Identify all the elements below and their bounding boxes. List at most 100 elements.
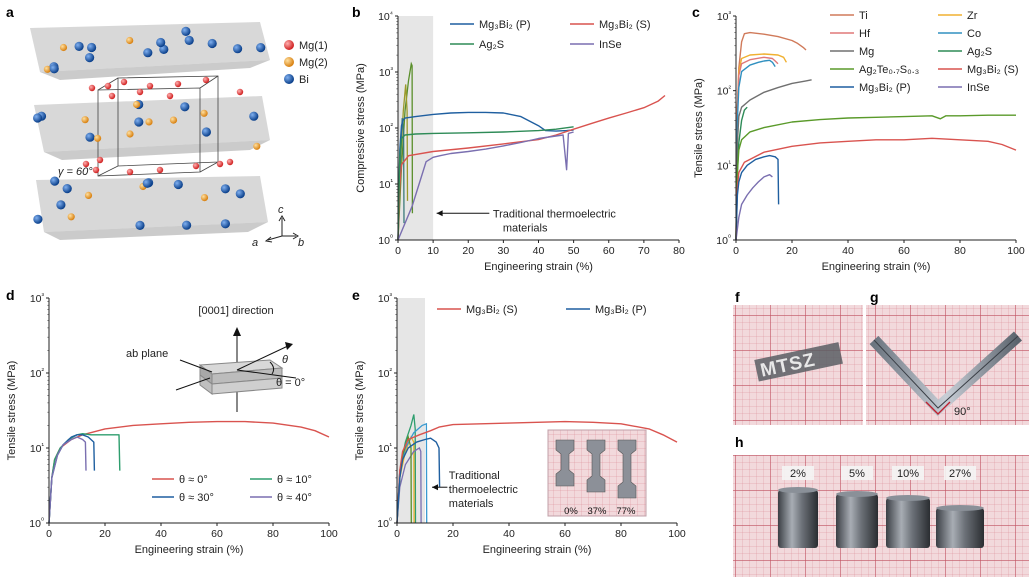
panel-b-label: b [352,4,361,20]
series-line [735,53,788,241]
atom-legend: Mg(1) Mg(2) Bi [284,40,328,86]
x-tick-label: 0 [395,245,401,257]
atom [49,64,59,74]
inset-strain-label: 77% [616,506,636,517]
atom [96,156,104,164]
atom [220,184,230,194]
atom [156,37,166,48]
atom [201,127,211,137]
x-tick-label: 40 [533,245,545,257]
strain-label-0: 2% [790,468,806,480]
legend-label: θ ≈ 0° [179,474,208,486]
chart-d: d 0 20 40 60 80 100 10⁰ 10¹ 10² 10³ Engineering str… [6,287,338,556]
atom [256,43,266,53]
legend-bi: Bi [299,74,309,86]
x-tick-label: 50 [568,245,580,257]
series-line [735,173,773,241]
panel-c-label: c [692,4,700,20]
series-line [48,436,87,524]
x-tick-label: 100 [320,528,338,540]
series-line [735,154,780,241]
axis-c-label: c [278,204,284,216]
legend-label: θ ≈ 10° [277,474,312,486]
y-tick-label: 10⁰ [29,516,44,530]
x-tick-label: 60 [211,528,223,540]
y-tick-label: 10³ [30,291,45,305]
atom [133,100,141,109]
x-tick-label: 40 [503,528,515,540]
legend-label: Mg₃Bi₂ (P) [479,19,531,31]
atom [202,76,210,84]
atom [192,162,200,170]
annotation-text-2: thermoelectric [449,484,519,496]
atom [126,130,134,138]
x-tick-label: 30 [498,245,510,257]
atom [81,116,89,124]
x-axis-label: Engineering strain (%) [135,544,244,556]
y-tick-label: 10¹ [30,441,45,455]
y-axis-label: Compressive stress (MPa) [355,63,367,193]
y-tick-label: 10³ [717,9,732,23]
x-tick-label: 20 [99,528,111,540]
legend-mg2: Mg(2) [299,57,328,69]
panel-d-label: d [6,287,15,303]
strain-label-1: 5% [849,468,865,480]
atom [50,176,60,186]
atom [216,160,224,168]
atom [85,53,95,63]
y-tick-label: 10³ [378,291,393,305]
annotation-text: Traditional thermoelectric [493,208,617,220]
x-tick-label: 20 [462,245,474,257]
atom [145,118,153,126]
legend-label: θ ≈ 40° [277,492,312,504]
x-tick-label: 80 [615,528,627,540]
atom [146,82,154,90]
series-line [396,420,678,524]
series-line [735,56,779,241]
x-axis-label: Engineering strain (%) [822,261,931,273]
atom [235,189,245,199]
legend-label: θ ≈ 30° [179,492,214,504]
series-line [735,79,812,241]
atom [59,43,68,52]
y-tick-label: 10¹ [717,158,732,172]
series-line [397,111,574,241]
x-axis-label: Engineering strain (%) [484,261,593,273]
y-tick-label: 10⁴ [378,9,393,23]
ab-plane-label: ab plane [126,348,168,360]
panel-h: h 2% 5% 10% 27% [733,434,1029,577]
legend-label: Mg₃Bi₂ (S) [599,19,651,31]
axis-a-label: a [252,237,258,249]
y-axis-label: Tensile stress (MPa) [6,361,18,461]
x-tick-label: 80 [673,245,685,257]
x-tick-label: 40 [842,245,854,257]
atom [226,158,234,166]
annotation-text-2: materials [503,222,548,234]
legend-label: Ti [859,10,868,22]
compressed-cylinder [886,498,930,548]
series-line [735,59,776,241]
atom [84,191,93,199]
atom [87,42,97,53]
legend-mg1: Mg(1) [299,40,328,52]
x-tick-label: 20 [447,528,459,540]
x-tick-label: 10 [427,245,439,257]
atom [143,48,153,58]
series-line [397,131,574,241]
bend-angle-label: 90° [954,406,971,418]
series-line [397,126,574,241]
panel-g: g 90° [866,289,1029,425]
axis-triad [264,215,299,243]
y-axis-label: Tensile stress (MPa) [354,361,366,461]
x-tick-label: 80 [954,245,966,257]
y-axis-label: Tensile stress (MPa) [693,78,705,178]
atom [166,92,174,100]
atom [126,36,134,45]
atom [156,166,164,174]
x-tick-label: 80 [267,528,279,540]
legend-label: InSe [967,82,990,94]
x-tick-label: 60 [898,245,910,257]
x-tick-label: 0 [394,528,400,540]
x-tick-label: 0 [46,528,52,540]
x-tick-label: 60 [559,528,571,540]
